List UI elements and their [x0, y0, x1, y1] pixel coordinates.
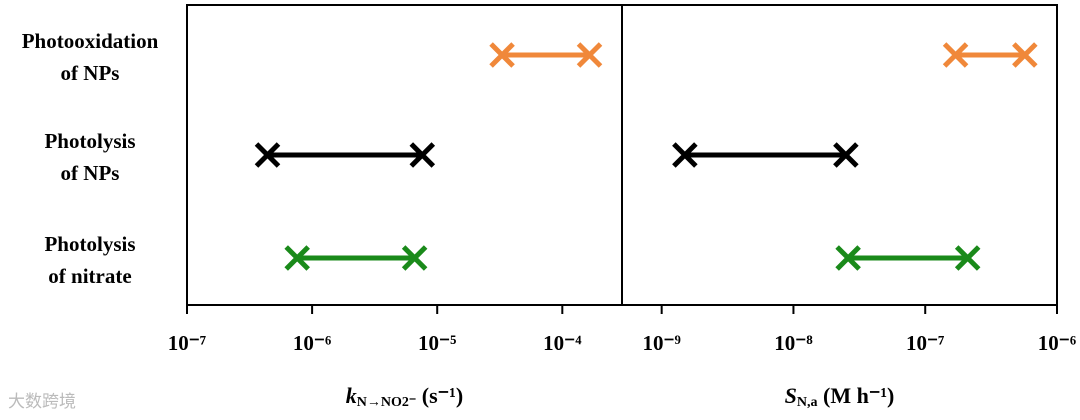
x-label-subscript: N,a — [797, 395, 818, 410]
range-end-marker — [409, 142, 436, 168]
x-label-symbol: k — [346, 383, 357, 408]
range-end-marker — [254, 142, 281, 168]
range-end-marker — [401, 245, 428, 271]
category-label: Photolysis — [44, 232, 135, 256]
watermark: 大数跨境 — [8, 392, 76, 412]
category-label: of NPs — [61, 161, 120, 185]
x-tick-label: 10⁻⁴ — [543, 331, 582, 355]
x-tick-label: 10⁻⁸ — [774, 331, 812, 355]
x-tick-label: 10⁻⁷ — [168, 331, 206, 355]
range-end-marker — [489, 42, 515, 68]
category-label: of nitrate — [48, 264, 131, 288]
category-label: of NPs — [61, 61, 120, 85]
x-label-unit: (M h⁻¹) — [818, 383, 895, 408]
x-axis-label: SN,a (M h⁻¹) — [785, 383, 895, 410]
range-end-marker — [284, 245, 310, 271]
range-end-marker — [942, 42, 969, 68]
x-tick-label: 10⁻⁶ — [293, 331, 331, 355]
x-tick-label: 10⁻⁶ — [1038, 331, 1076, 355]
range-end-marker — [835, 245, 861, 271]
x-axis-label: kN→NO2⁻ (s⁻¹) — [346, 383, 463, 410]
x-label-symbol: S — [785, 383, 797, 408]
plot-frame — [621, 4, 1058, 306]
range-end-marker — [1012, 42, 1038, 68]
range-end-marker — [954, 245, 981, 271]
x-tick-label: 10⁻⁵ — [418, 331, 456, 355]
range-end-marker — [833, 142, 859, 168]
x-tick-label: 10⁻⁷ — [906, 331, 944, 355]
category-label: Photolysis — [44, 129, 135, 153]
range-end-marker — [672, 142, 698, 168]
x-label-subscript: N→NO2⁻ — [357, 395, 417, 410]
range-end-marker — [576, 42, 603, 68]
category-label: Photooxidation — [22, 29, 159, 53]
x-tick-label: 10⁻⁹ — [642, 331, 680, 355]
x-label-unit: (s⁻¹) — [416, 383, 463, 408]
